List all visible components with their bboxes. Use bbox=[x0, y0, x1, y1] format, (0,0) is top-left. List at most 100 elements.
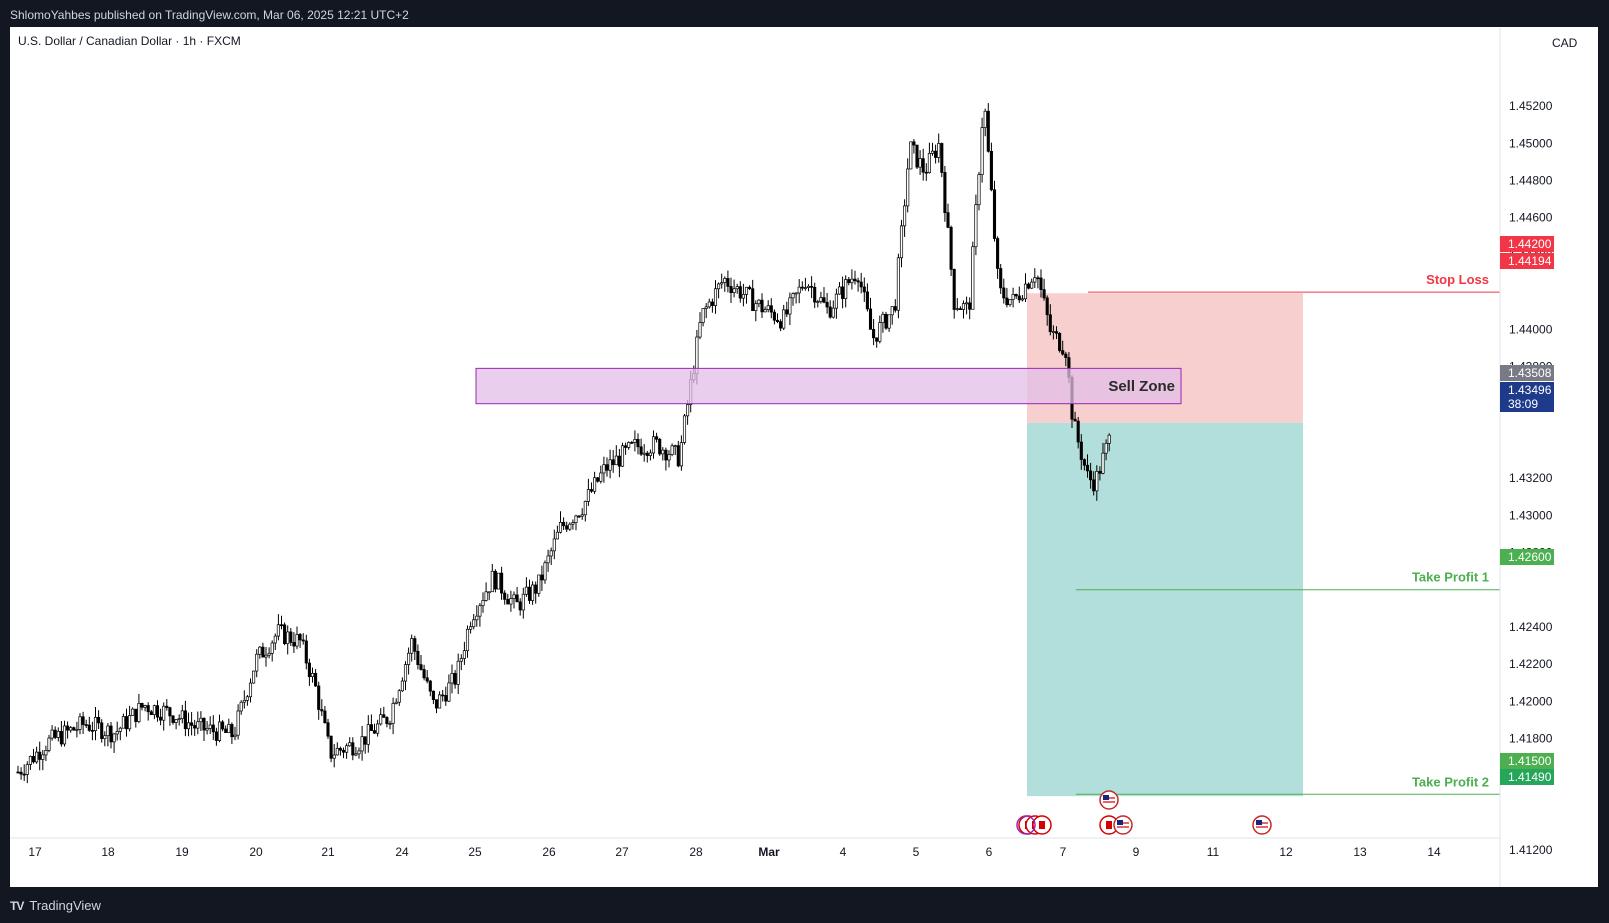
price-tag-label: 1.41500 bbox=[1508, 754, 1552, 768]
economic-events bbox=[1016, 790, 1272, 835]
candle-body bbox=[624, 445, 628, 448]
candle-body bbox=[109, 725, 113, 743]
candle-body bbox=[534, 584, 538, 594]
candle-body bbox=[565, 525, 569, 530]
candle-body bbox=[444, 695, 448, 702]
candle-body bbox=[1005, 297, 1009, 306]
candle-body bbox=[686, 404, 690, 417]
candle-body bbox=[512, 594, 516, 599]
stars-icon bbox=[1117, 820, 1123, 825]
candle-body bbox=[841, 286, 845, 299]
candle-body bbox=[348, 742, 352, 747]
candle-body bbox=[28, 755, 32, 765]
candle-body bbox=[943, 172, 947, 214]
candle-body bbox=[844, 279, 848, 299]
price-tick-label: 1.42400 bbox=[1509, 620, 1553, 634]
candle-body bbox=[872, 329, 876, 339]
candle-body bbox=[1073, 418, 1077, 422]
candle-body bbox=[410, 638, 414, 654]
footer-brand[interactable]: TV TradingView bbox=[10, 896, 101, 916]
candle-body bbox=[84, 724, 88, 726]
candle-body bbox=[822, 297, 826, 303]
candle-body bbox=[217, 721, 222, 741]
time-tick-label: 28 bbox=[689, 845, 703, 859]
candle-body bbox=[881, 313, 885, 323]
candle-body bbox=[763, 309, 767, 313]
candle-body bbox=[999, 268, 1003, 289]
currency-label[interactable]: CAD bbox=[1552, 36, 1578, 50]
candle-body bbox=[100, 722, 104, 739]
candle-body bbox=[87, 724, 91, 731]
event-group-ring[interactable] bbox=[1016, 815, 1036, 835]
candle-body bbox=[270, 642, 274, 654]
candle-body bbox=[354, 753, 358, 756]
candle-body bbox=[338, 747, 342, 751]
candle-body bbox=[974, 204, 978, 248]
price-tick-label: 1.44000 bbox=[1509, 322, 1553, 336]
candle-body bbox=[989, 150, 993, 191]
candle-body bbox=[732, 288, 736, 294]
candle-body bbox=[639, 446, 643, 455]
candle-body bbox=[571, 522, 575, 525]
candle-body bbox=[782, 309, 786, 329]
time-tick-label: 21 bbox=[321, 845, 335, 859]
price-tick-label: 1.42000 bbox=[1509, 694, 1553, 708]
candle-body bbox=[38, 751, 42, 760]
candle-body bbox=[772, 311, 776, 321]
candle-body bbox=[329, 735, 333, 759]
candle-body bbox=[143, 705, 147, 708]
candle-body bbox=[118, 727, 122, 732]
take-profit-zone[interactable] bbox=[1027, 422, 1303, 797]
candle-body bbox=[493, 570, 497, 590]
candle-body bbox=[496, 572, 501, 590]
candle-body bbox=[661, 449, 665, 455]
stars-icon bbox=[1256, 820, 1262, 825]
candle-body bbox=[434, 699, 439, 709]
sell-zone-rect[interactable] bbox=[475, 367, 1182, 405]
candle-body bbox=[478, 605, 482, 617]
candle-body bbox=[906, 168, 910, 207]
time-tick-label: 4 bbox=[840, 845, 847, 859]
candle-body bbox=[1098, 470, 1102, 474]
candle-body bbox=[518, 601, 522, 611]
candle-body bbox=[298, 634, 302, 641]
sell-zone-label: Sell Zone bbox=[1108, 378, 1175, 395]
candle-body bbox=[332, 754, 336, 759]
candle-body bbox=[775, 319, 780, 322]
candle-body bbox=[751, 288, 755, 312]
candle-body bbox=[323, 710, 327, 724]
candle-body bbox=[431, 690, 435, 700]
price-tag-label: 1.43508 bbox=[1508, 366, 1552, 380]
candle-body bbox=[31, 755, 36, 763]
candle-body bbox=[717, 283, 721, 290]
candle-body bbox=[165, 705, 169, 708]
candle-body bbox=[831, 307, 835, 318]
candle-body bbox=[779, 321, 783, 329]
candle-body bbox=[1085, 464, 1090, 472]
candle-body bbox=[853, 278, 857, 282]
candle-body bbox=[961, 303, 966, 310]
candle-body bbox=[893, 306, 897, 311]
candle-body bbox=[918, 158, 922, 168]
candle-body bbox=[233, 734, 237, 738]
candle-body bbox=[152, 705, 156, 715]
candle-body bbox=[121, 716, 125, 729]
candle-body bbox=[286, 631, 290, 645]
candle-body bbox=[965, 302, 969, 305]
price-tag bbox=[1500, 365, 1554, 381]
candle-body bbox=[803, 287, 807, 289]
candle-body bbox=[667, 454, 671, 461]
candle-body bbox=[837, 286, 842, 295]
candle-body bbox=[128, 715, 132, 730]
candle-body bbox=[949, 226, 953, 270]
candle-body bbox=[1023, 283, 1028, 300]
candle-body bbox=[930, 150, 935, 154]
candle-body bbox=[865, 291, 869, 310]
candle-body bbox=[940, 143, 944, 173]
candle-body bbox=[710, 301, 714, 306]
candle-body bbox=[645, 452, 649, 456]
candle-body bbox=[1027, 283, 1031, 289]
candle-body bbox=[608, 459, 612, 471]
price-tag bbox=[1500, 236, 1554, 252]
